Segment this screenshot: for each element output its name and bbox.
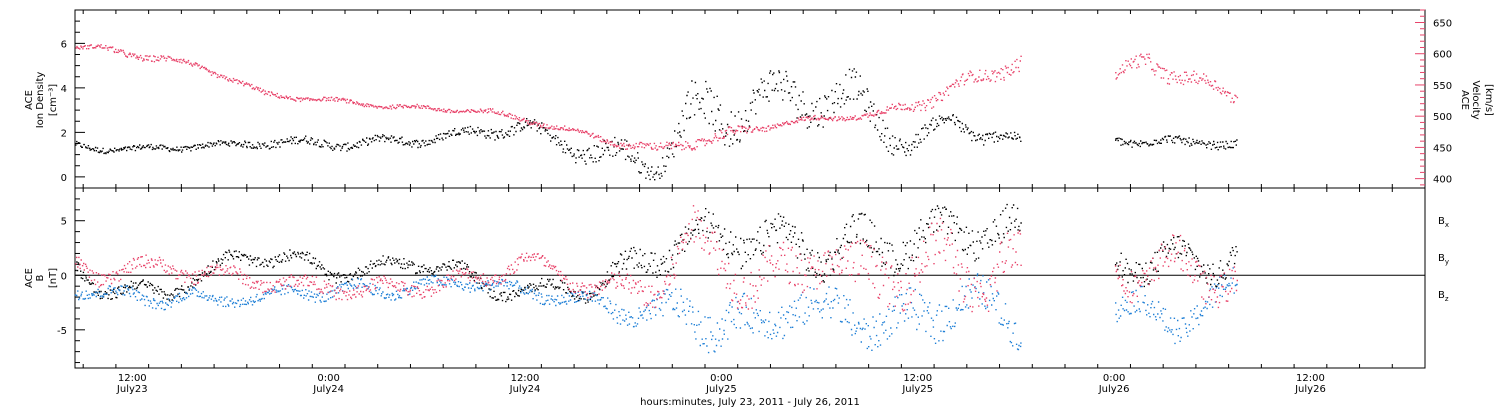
bottom-panel-frame [74, 187, 1426, 369]
x-tick-label-time: 12:00 [1296, 373, 1325, 384]
bottom-ylabel-line3: [nT] [48, 268, 59, 288]
x-tick-label-time: 0:00 [710, 373, 732, 384]
top-y2-tick-label: 600 [1433, 50, 1452, 61]
x-tick-label-date: July24 [509, 384, 541, 395]
top-y2label-line1: ACE [1459, 90, 1470, 110]
legend-by-sub: y [1445, 258, 1449, 266]
top-y2-tick-label: 500 [1433, 112, 1452, 123]
bottom-y-tick-label: 0 [61, 271, 67, 282]
velocity-points [75, 44, 1239, 151]
bottom-y-tick-label: -5 [57, 326, 67, 337]
top-ylabel-line3: [cm⁻³] [48, 84, 59, 116]
bottom-y-tick-label: 5 [61, 217, 67, 228]
bz-points [75, 205, 1238, 313]
legend-by: By [1438, 253, 1449, 266]
top-ylabel-line2: Ion Density [35, 72, 46, 129]
x-tick-label-time: 0:00 [1103, 373, 1125, 384]
legend-bx: Bx [1438, 216, 1449, 229]
bottom-ylabel-line2: B [35, 274, 46, 281]
legend-bz-sub: z [1445, 295, 1449, 303]
x-tick-label-time: 12:00 [118, 373, 147, 384]
ion-density-points [75, 68, 1238, 181]
x-tick-label-date: July26 [1098, 384, 1130, 395]
top-panel-frame [74, 9, 1426, 189]
dynamic-marks: 12:00July230:00July2412:00July240:00July… [57, 9, 1452, 395]
top-ylabel: ACE Ion Density [cm⁻³] [24, 72, 59, 129]
top-y2-tick-label: 450 [1433, 143, 1452, 154]
top-y2label: ACE Velocity [km/s] [1459, 80, 1494, 119]
legend-bx-sub: x [1445, 221, 1449, 229]
top-y2-tick-label: 550 [1433, 81, 1452, 92]
top-y-tick-label: 4 [61, 84, 67, 95]
bottom-ylabel: ACE B [nT] [24, 268, 59, 288]
top-y-tick-label: 0 [61, 173, 67, 184]
legend: Bx By Bz [1438, 216, 1449, 303]
x-tick-label-date: July24 [312, 384, 344, 395]
x-tick-label-date: July25 [705, 384, 737, 395]
bx-points [75, 203, 1238, 304]
top-y2label-line3: [km/s] [1483, 84, 1494, 116]
x-tick-label-time: 12:00 [903, 373, 932, 384]
top-y-tick-label: 2 [61, 128, 67, 139]
x-tick-label-time: 12:00 [511, 373, 540, 384]
top-ylabel-line1: ACE [24, 90, 35, 110]
x-tick-label-date: July23 [116, 384, 148, 395]
bottom-ylabel-line1: ACE [24, 268, 35, 288]
top-y2label-line2: Velocity [1470, 80, 1481, 119]
x-axis-title: hours:minutes, July 23, 2011 - July 26, … [640, 397, 860, 408]
x-tick-label-date: July26 [1294, 384, 1326, 395]
by-points [74, 267, 1238, 354]
legend-bz: Bz [1438, 290, 1449, 303]
x-tick-label-date: July25 [901, 384, 933, 395]
x-tick-label-time: 0:00 [317, 373, 339, 384]
top-y2-tick-label: 650 [1433, 18, 1452, 29]
top-y2-tick-label: 400 [1433, 175, 1452, 186]
top-y-tick-label: 6 [61, 39, 67, 50]
